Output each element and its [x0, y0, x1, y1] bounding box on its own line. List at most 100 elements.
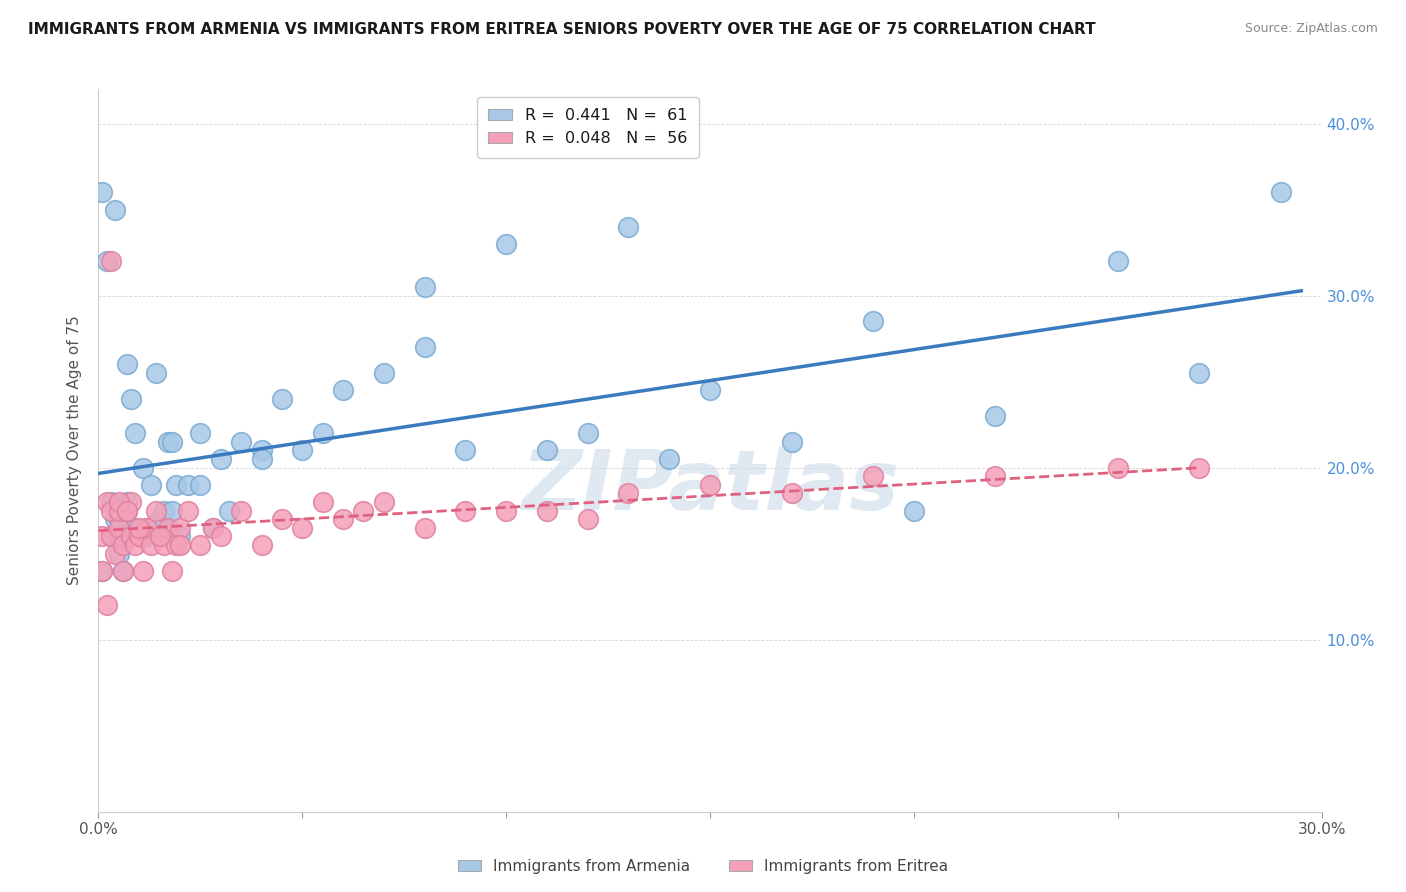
- Point: [1270, 186, 1292, 200]
- Point: [1107, 460, 1129, 475]
- Point: [454, 503, 477, 517]
- Point: [270, 512, 294, 526]
- Point: [495, 237, 517, 252]
- Point: [111, 564, 134, 578]
- Point: [177, 503, 200, 517]
- Point: [165, 538, 187, 552]
- Point: [332, 512, 354, 526]
- Point: [413, 280, 436, 294]
- Point: [658, 452, 681, 467]
- Point: [136, 521, 159, 535]
- Point: [136, 529, 159, 543]
- Point: [160, 434, 183, 449]
- Point: [115, 529, 138, 543]
- Point: [177, 478, 200, 492]
- Point: [165, 478, 187, 492]
- Point: [120, 529, 142, 543]
- Point: [169, 538, 191, 552]
- Point: [100, 529, 122, 543]
- Point: [1107, 254, 1129, 268]
- Point: [413, 521, 436, 535]
- Point: [96, 495, 118, 509]
- Point: [495, 503, 517, 517]
- Point: [312, 426, 335, 441]
- Point: [209, 529, 232, 543]
- Point: [862, 469, 884, 483]
- Point: [124, 538, 146, 552]
- Point: [104, 202, 127, 217]
- Point: [373, 495, 395, 509]
- Point: [100, 254, 122, 268]
- Point: [115, 503, 138, 517]
- Point: [149, 529, 172, 543]
- Point: [780, 486, 803, 500]
- Point: [188, 426, 212, 441]
- Point: [169, 521, 191, 535]
- Point: [291, 521, 314, 535]
- Point: [454, 443, 477, 458]
- Point: [115, 358, 138, 372]
- Point: [132, 460, 155, 475]
- Point: [699, 478, 721, 492]
- Point: [111, 538, 134, 552]
- Point: [100, 503, 122, 517]
- Point: [270, 392, 294, 406]
- Point: [160, 503, 183, 517]
- Y-axis label: Seniors Poverty Over the Age of 75: Seniors Poverty Over the Age of 75: [67, 316, 83, 585]
- Point: [91, 186, 114, 200]
- Point: [108, 529, 131, 543]
- Point: [104, 512, 127, 526]
- Point: [124, 521, 146, 535]
- Point: [128, 529, 150, 543]
- Point: [115, 495, 138, 509]
- Point: [188, 478, 212, 492]
- Point: [250, 538, 273, 552]
- Point: [413, 340, 436, 354]
- Point: [96, 599, 118, 613]
- Point: [201, 521, 224, 535]
- Point: [984, 469, 1007, 483]
- Point: [1188, 460, 1211, 475]
- Point: [250, 452, 273, 467]
- Point: [352, 503, 374, 517]
- Point: [108, 547, 131, 561]
- Point: [108, 512, 131, 526]
- Point: [108, 495, 131, 509]
- Point: [91, 564, 114, 578]
- Point: [96, 254, 118, 268]
- Point: [617, 219, 640, 234]
- Point: [903, 503, 925, 517]
- Point: [156, 434, 179, 449]
- Point: [780, 434, 803, 449]
- Point: [250, 443, 273, 458]
- Legend: R =  0.441   N =  61, R =  0.048   N =  56: R = 0.441 N = 61, R = 0.048 N = 56: [477, 97, 699, 158]
- Point: [536, 503, 558, 517]
- Point: [576, 512, 599, 526]
- Point: [617, 486, 640, 500]
- Point: [291, 443, 314, 458]
- Point: [124, 426, 146, 441]
- Point: [1188, 366, 1211, 380]
- Point: [132, 564, 155, 578]
- Point: [984, 409, 1007, 423]
- Text: Source: ZipAtlas.com: Source: ZipAtlas.com: [1244, 22, 1378, 36]
- Point: [149, 529, 172, 543]
- Point: [120, 392, 142, 406]
- Legend: Immigrants from Armenia, Immigrants from Eritrea: Immigrants from Armenia, Immigrants from…: [451, 853, 955, 880]
- Point: [141, 478, 163, 492]
- Point: [145, 366, 167, 380]
- Point: [332, 384, 354, 398]
- Point: [108, 503, 131, 517]
- Point: [201, 521, 224, 535]
- Point: [100, 529, 122, 543]
- Point: [120, 495, 142, 509]
- Point: [100, 495, 122, 509]
- Point: [128, 529, 150, 543]
- Point: [115, 503, 138, 517]
- Point: [188, 538, 212, 552]
- Point: [91, 564, 114, 578]
- Point: [149, 529, 172, 543]
- Point: [152, 538, 174, 552]
- Point: [145, 503, 167, 517]
- Point: [231, 434, 253, 449]
